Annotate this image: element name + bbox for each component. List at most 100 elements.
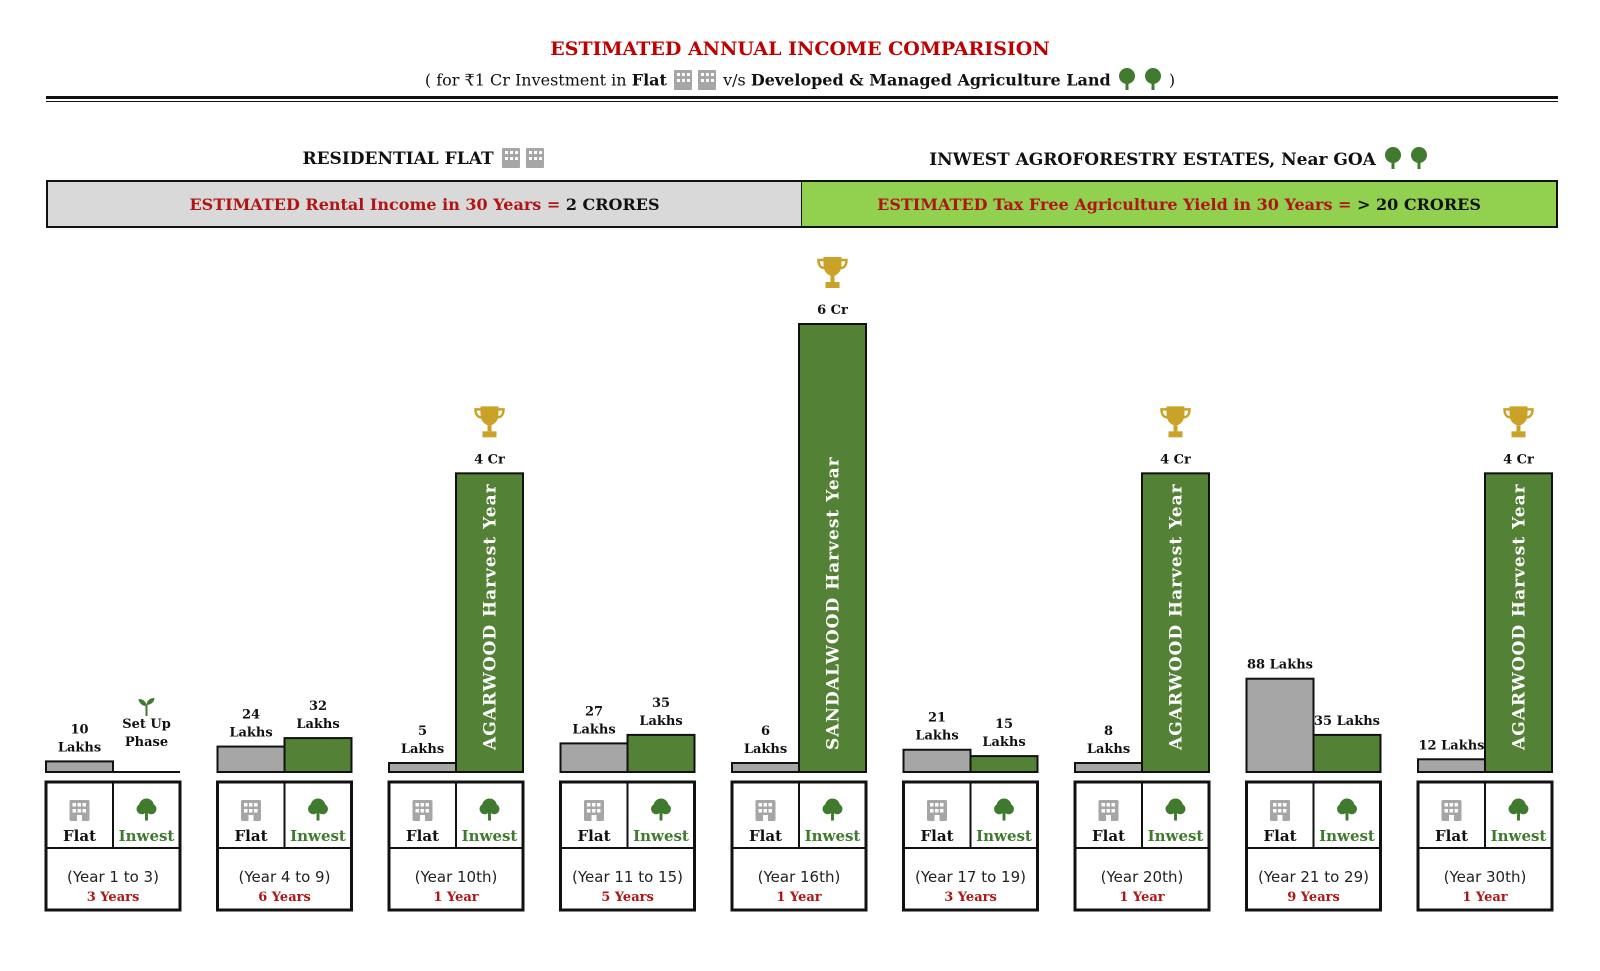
chart-title: ESTIMATED ANNUAL INCOME COMPARISION (550, 38, 1050, 60)
inwest-value-label: 6 Cr (817, 303, 848, 318)
tree-icon (994, 798, 1014, 821)
flat-bar (731, 762, 800, 773)
period-info-box: Flat Inwest (Year 16th) 1 Year (730, 780, 868, 912)
subtitle-prefix: ( for ₹1 Cr Investment in (424, 70, 627, 90)
building-icon (755, 800, 776, 821)
period-duration: 9 Years (1287, 890, 1340, 905)
agri-yield-label: ESTIMATED Tax Free Agriculture Yield in … (877, 194, 1352, 214)
period-duration: 1 Year (776, 890, 821, 905)
tree-icon (136, 798, 157, 821)
harvest-label: SANDALWOOD Harvest Year (824, 456, 844, 750)
period-group: 27 Lakhs 35 Lakhs Flat Inwest (Year 11 to 15) 5… (559, 696, 696, 912)
period-duration: 5 Years (601, 890, 654, 905)
flat-bar (1417, 758, 1486, 774)
subtitle-flat: Flat (631, 70, 667, 90)
period-group: 10 Lakhs Set Up Phase Flat Inwest (Year 1 to 3… (44, 698, 182, 912)
flat-bar (45, 760, 114, 774)
sprout-icon (138, 698, 155, 716)
trophy-icon (1503, 406, 1534, 438)
period-info-box: Flat Inwest (Year 17 to 19) 3 Years (902, 780, 1039, 912)
harvest-label: AGARWOOD Harvest Year (1167, 483, 1187, 751)
inwest-key-label: Inwest (290, 827, 346, 845)
inwest-key-label: Inwest (805, 827, 861, 845)
trophy-icon (474, 406, 505, 438)
rental-income-value: 2 CRORES (565, 194, 660, 214)
period-info-box: Flat Inwest (Year 20th) 1 Year (1073, 780, 1211, 912)
building-icon (241, 800, 261, 821)
inwest-bar (1312, 733, 1382, 774)
subtitle-suffix: ) (1168, 70, 1176, 90)
building-icon (1098, 800, 1119, 821)
inwest-bar (798, 323, 867, 773)
title-rule-thick (46, 96, 1558, 99)
period-duration: 1 Year (1119, 890, 1164, 905)
inwest-value-label: 35 Lakhs (1314, 714, 1380, 729)
agri-yield-banner: ESTIMATED Tax Free Agriculture Yield in … (801, 180, 1558, 228)
building-icon (927, 800, 947, 821)
inwest-value-label: 32 Lakhs (296, 699, 339, 732)
flat-key-label: Flat (1435, 827, 1468, 845)
flat-bar (1245, 677, 1315, 773)
tree-icon (1337, 798, 1357, 821)
inwest-bar (626, 733, 696, 774)
inwest-value-label: 15 Lakhs (982, 717, 1025, 750)
building-icon (412, 800, 433, 821)
flat-value-label: 24 Lakhs (229, 708, 272, 741)
inwest-bar (283, 737, 353, 774)
period-range: (Year 21 to 29) (1258, 868, 1369, 886)
flat-value-label: 88 Lakhs (1247, 658, 1313, 673)
period-group: 6 Lakhs 6 Cr SANDALWOOD Harvest Year Flat Inw… (730, 257, 868, 912)
inwest-value-label: 4 Cr (1160, 452, 1191, 467)
building-icon (1441, 800, 1462, 821)
period-range: (Year 10th) (415, 868, 498, 886)
period-info-box: Flat Inwest (Year 30th) 1 Year (1416, 780, 1554, 912)
period-group: 12 Lakhs 4 Cr AGARWOOD Harvest Year Flat Inw… (1416, 406, 1554, 912)
harvest-label: AGARWOOD Harvest Year (481, 483, 501, 751)
building-icon (69, 800, 90, 821)
title-rule-thin (46, 101, 1558, 102)
period-info-box: Flat Inwest (Year 1 to 3) 3 Years (44, 780, 182, 912)
building-icon (584, 800, 604, 821)
flat-value-label: 8 Lakhs (1087, 724, 1130, 757)
period-duration: 3 Years (87, 890, 140, 905)
flat-value-label: 10 Lakhs (58, 722, 101, 755)
period-info-box: Flat Inwest (Year 4 to 9) 6 Years (216, 780, 353, 912)
building-icon (672, 68, 718, 94)
trophy-icon (1160, 406, 1191, 438)
inwest-key-label: Inwest (976, 827, 1032, 845)
flat-key-label: Flat (1092, 827, 1125, 845)
period-range: (Year 30th) (1444, 868, 1527, 886)
left-section-title: RESIDENTIAL FLAT (46, 146, 802, 173)
inwest-bar (1484, 472, 1553, 773)
period-info-box: Flat Inwest (Year 21 to 29) 9 Years (1245, 780, 1382, 912)
flat-value-label: 21 Lakhs (915, 711, 958, 744)
period-range: (Year 17 to 19) (915, 868, 1026, 886)
period-range: (Year 1 to 3) (67, 868, 159, 886)
flat-key-label: Flat (578, 827, 611, 845)
period-group: 8 Lakhs 4 Cr AGARWOOD Harvest Year Flat Inwes… (1073, 406, 1211, 912)
flat-key-label: Flat (749, 827, 782, 845)
inwest-key-label: Inwest (1491, 827, 1547, 845)
period-group: 88 Lakhs 35 Lakhs Flat Inwest (Year 21 to 29… (1245, 658, 1382, 912)
period-range: (Year 4 to 9) (239, 868, 331, 886)
tree-icon (822, 798, 843, 821)
trophy-icon (817, 257, 848, 288)
period-info-box: Flat Inwest (Year 10th) 1 Year (387, 780, 525, 912)
tree-icon (479, 798, 500, 821)
inwest-value-label: 4 Cr (474, 452, 505, 467)
period-duration: 6 Years (258, 890, 311, 905)
right-section-title: INWEST AGROFORESTRY ESTATES, Near GOA (801, 146, 1558, 175)
flat-bar (559, 742, 629, 774)
flat-value-label: 27 Lakhs (572, 704, 615, 737)
flat-key-label: Flat (921, 827, 954, 845)
inwest-bar (455, 472, 524, 773)
tree-icon (651, 798, 671, 821)
period-range: (Year 11 to 15) (572, 868, 683, 886)
building-icon (500, 146, 546, 173)
harvest-label: AGARWOOD Harvest Year (1510, 483, 1530, 751)
inwest-key-label: Inwest (633, 827, 689, 845)
period-group: 21 Lakhs 15 Lakhs Flat Inwest (Year 17 to 19) 3… (902, 711, 1039, 912)
flat-value-label: 12 Lakhs (1419, 738, 1485, 753)
subtitle-land: Developed & Managed Agriculture Land (750, 70, 1111, 90)
period-duration: 3 Years (944, 890, 997, 905)
